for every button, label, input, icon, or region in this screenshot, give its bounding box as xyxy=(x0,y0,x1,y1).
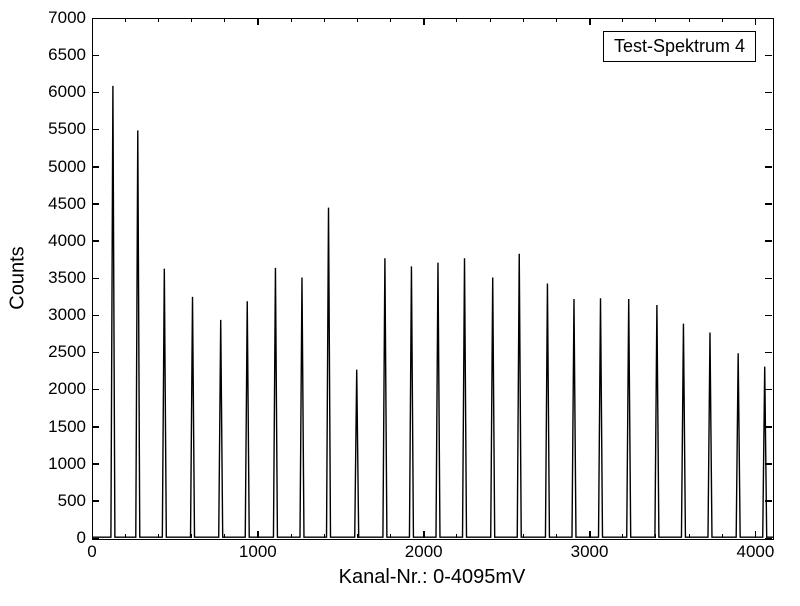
y-tick-label: 2000 xyxy=(26,379,86,399)
y-tick-label: 1500 xyxy=(26,417,86,437)
spectrum-chart: Counts Kanal-Nr.: 0-4095mV Test-Spektrum… xyxy=(0,0,800,606)
y-tick-label: 4500 xyxy=(26,194,86,214)
y-tick-label: 500 xyxy=(26,491,86,511)
y-tick-label: 1000 xyxy=(26,454,86,474)
spectrum-line xyxy=(93,19,773,539)
y-tick-label: 5500 xyxy=(26,119,86,139)
y-tick-label: 3000 xyxy=(26,305,86,325)
y-tick-label: 5000 xyxy=(26,157,86,177)
y-tick-label: 4000 xyxy=(26,231,86,251)
x-axis-label: Kanal-Nr.: 0-4095mV xyxy=(339,566,526,589)
y-tick-label: 2500 xyxy=(26,342,86,362)
plot-area xyxy=(92,18,774,540)
legend: Test-Spektrum 4 xyxy=(603,31,756,62)
y-tick-label: 3500 xyxy=(26,268,86,288)
x-tick-label: 2000 xyxy=(405,542,443,562)
legend-label: Test-Spektrum 4 xyxy=(614,36,745,56)
y-tick-label: 6000 xyxy=(26,82,86,102)
y-tick-label: 7000 xyxy=(26,8,86,28)
x-tick-label: 1000 xyxy=(239,542,277,562)
x-tick-label: 3000 xyxy=(571,542,609,562)
y-tick-label: 0 xyxy=(26,528,86,548)
x-tick-label: 4000 xyxy=(736,542,774,562)
y-tick-label: 6500 xyxy=(26,45,86,65)
x-tick-label: 0 xyxy=(87,542,96,562)
